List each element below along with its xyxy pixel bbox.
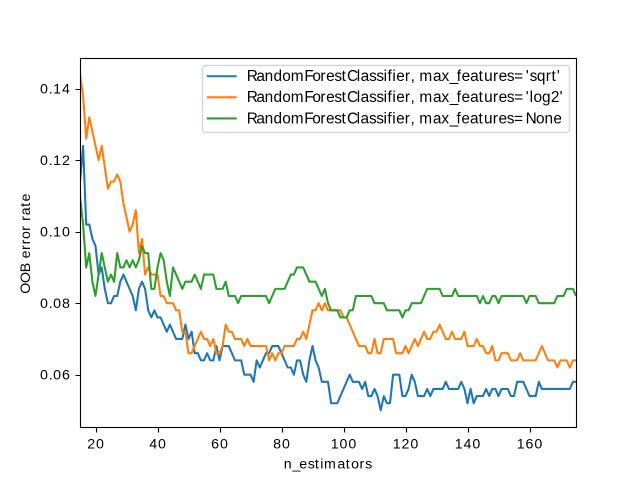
- svg-text:n_estimators: n_estimators: [284, 456, 372, 472]
- svg-text:RandomForestClassifier, max_fe: RandomForestClassifier, max_features=Non…: [247, 110, 562, 127]
- svg-text:OOB error rate: OOB error rate: [18, 193, 34, 293]
- svg-text:140: 140: [455, 436, 481, 452]
- svg-text:0.12: 0.12: [40, 153, 70, 169]
- svg-text:RandomForestClassifier, max_fe: RandomForestClassifier, max_features='lo…: [247, 89, 563, 106]
- svg-text:40: 40: [149, 436, 166, 452]
- svg-text:RandomForestClassifier, max_fe: RandomForestClassifier, max_features='sq…: [247, 68, 560, 85]
- svg-text:0.08: 0.08: [40, 296, 70, 312]
- svg-text:0.10: 0.10: [40, 225, 70, 241]
- svg-text:0.06: 0.06: [40, 368, 70, 384]
- svg-text:0.14: 0.14: [40, 82, 70, 98]
- svg-text:80: 80: [273, 436, 290, 452]
- svg-text:20: 20: [87, 436, 104, 452]
- svg-text:120: 120: [393, 436, 419, 452]
- svg-text:60: 60: [211, 436, 228, 452]
- svg-text:100: 100: [331, 436, 357, 452]
- svg-text:160: 160: [517, 436, 543, 452]
